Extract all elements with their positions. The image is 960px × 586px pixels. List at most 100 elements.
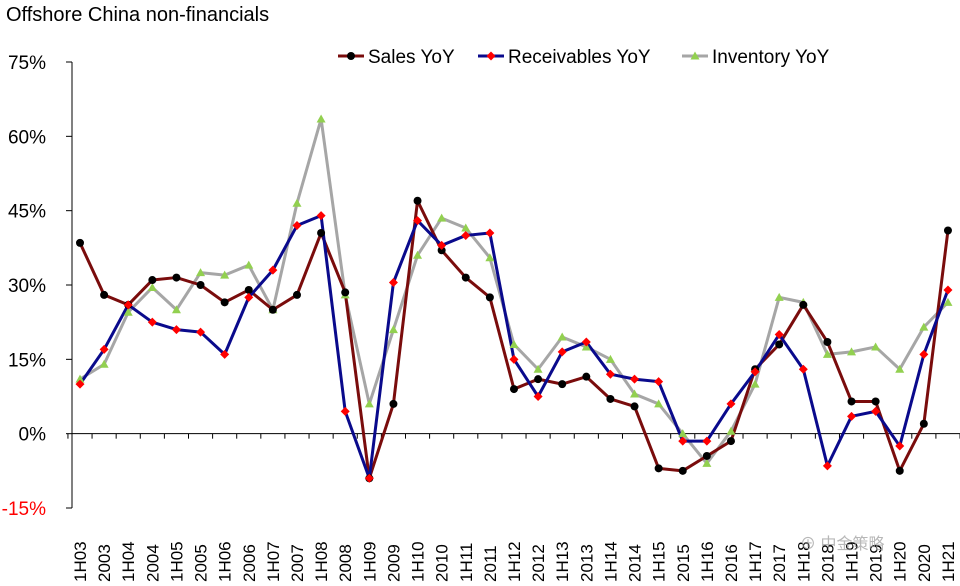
y-tick-label: 15%	[8, 350, 46, 371]
inventory-yoy-point	[485, 253, 495, 262]
inventory-yoy-point	[702, 458, 712, 467]
x-tick-label: 2005	[192, 544, 211, 582]
sales-yoy-point	[895, 466, 904, 475]
receivables-yoy-point	[774, 330, 784, 340]
sales-yoy-point	[582, 372, 591, 381]
x-tick-label: 1H13	[553, 541, 572, 582]
receivables-yoy-point	[654, 377, 664, 387]
receivables-yoy-point	[847, 411, 857, 421]
inventory-yoy-point	[605, 354, 615, 363]
inventory-yoy-point	[437, 213, 447, 222]
x-tick-label: 2007	[288, 544, 307, 582]
legend-label-receivables-yoy: Receivables YoY	[508, 47, 651, 68]
inventory-yoy-point	[196, 268, 206, 277]
x-tick-label: 1H07	[264, 541, 283, 582]
inventory-yoy-point	[461, 223, 471, 232]
receivables-yoy-point	[581, 337, 591, 347]
receivables-yoy-point	[822, 461, 832, 471]
inventory-yoy-point	[123, 307, 133, 316]
x-tick-label: 1H17	[746, 541, 765, 582]
sales-yoy-point	[847, 397, 856, 406]
y-tick-label: 45%	[8, 202, 46, 223]
sales-yoy-point	[100, 290, 109, 299]
sales-yoy-point	[823, 337, 832, 346]
x-tick-label: 1H18	[794, 541, 813, 582]
inventory-yoy-point	[895, 364, 905, 373]
x-tick-label: 2008	[336, 544, 355, 582]
sales-yoy-point	[726, 437, 735, 446]
y-tick-label: 0%	[19, 425, 47, 446]
x-tick-label: 2016	[722, 544, 741, 582]
x-tick-label: 1H12	[505, 541, 524, 582]
sales-yoy-point	[76, 238, 84, 247]
sales-yoy-point	[220, 298, 229, 307]
x-tick-label: 1H06	[216, 541, 235, 582]
sales-yoy-point	[702, 451, 711, 460]
x-tick-label: 2014	[626, 544, 645, 582]
receivables-yoy-point	[919, 349, 929, 359]
receivables-yoy-point	[726, 399, 736, 409]
sales-yoy-point	[389, 399, 398, 408]
sales-yoy-point	[413, 196, 422, 205]
sales-yoy-point	[943, 226, 952, 235]
receivables-yoy-point	[220, 349, 230, 359]
x-tick-label: 1H20	[891, 541, 910, 582]
chart-title: Offshore China non-financials	[6, 4, 270, 26]
x-tick-label: 2013	[577, 544, 596, 582]
x-tick-label: 1H09	[360, 541, 379, 582]
sales-yoy-point	[244, 285, 253, 294]
sales-yoy-point	[678, 466, 687, 475]
receivables-yoy-point	[244, 292, 254, 302]
legend-marker-inventory-yoy	[690, 51, 700, 60]
x-tick-label: 1H08	[312, 541, 331, 582]
x-tick-label: 2017	[770, 544, 789, 582]
receivables-yoy-point	[871, 406, 881, 416]
inventory-yoy-point	[822, 349, 832, 358]
x-tick-label: 1H15	[650, 541, 669, 582]
receivables-yoy-point	[123, 300, 133, 310]
x-tick-label: 2009	[384, 544, 403, 582]
legend-label-inventory-yoy: Inventory YoY	[712, 47, 830, 68]
receivables-yoy-point	[605, 369, 615, 379]
sales-yoy-point	[461, 273, 470, 282]
x-tick-label: 1H19	[843, 541, 862, 582]
sales-yoy-point	[654, 464, 663, 473]
sales-yoy-point	[799, 300, 808, 309]
inventory-yoy-point	[388, 325, 398, 334]
legend-marker-sales-yoy	[347, 52, 355, 60]
x-tick-label: 2012	[529, 544, 548, 582]
sales-yoy-point	[919, 419, 928, 428]
receivables-yoy-point	[99, 344, 109, 354]
inventory-yoy-point	[99, 359, 109, 368]
receivables-yoy-point	[630, 374, 640, 384]
sales-yoy-point	[534, 375, 543, 384]
y-tick-label: 30%	[8, 276, 46, 297]
inventory-yoy-point	[292, 198, 302, 207]
sales-yoy-point	[437, 246, 446, 255]
sales-yoy-point	[871, 397, 880, 406]
inventory-yoy-point	[413, 250, 423, 259]
x-tick-label: 2010	[433, 544, 452, 582]
x-tick-label: 2011	[481, 545, 500, 582]
sales-yoy-point	[341, 288, 350, 297]
x-tick-label: 2018	[818, 544, 837, 582]
inventory-yoy-point	[726, 426, 736, 435]
inventory-yoy-point	[75, 374, 85, 383]
inventory-yoy-point	[147, 282, 157, 291]
receivables-yoy-point	[533, 392, 543, 401]
receivables-yoy-point	[147, 317, 157, 327]
sales-yoy-point	[292, 290, 301, 299]
x-tick-label: 1H03	[71, 541, 90, 582]
inventory-yoy-point	[244, 260, 254, 269]
receivables-yoy-point	[388, 278, 398, 288]
sales-yoy-point	[775, 340, 784, 349]
x-tick-label: 2015	[674, 544, 693, 582]
receivables-yoy-point	[943, 285, 953, 295]
inventory-yoy-point	[943, 297, 953, 306]
inventory-yoy-point	[364, 399, 374, 408]
receivables-yoy-point	[437, 240, 447, 250]
inventory-yoy-point	[750, 379, 760, 388]
inventory-yoy-point	[220, 270, 230, 279]
inventory-yoy-point	[678, 429, 688, 438]
